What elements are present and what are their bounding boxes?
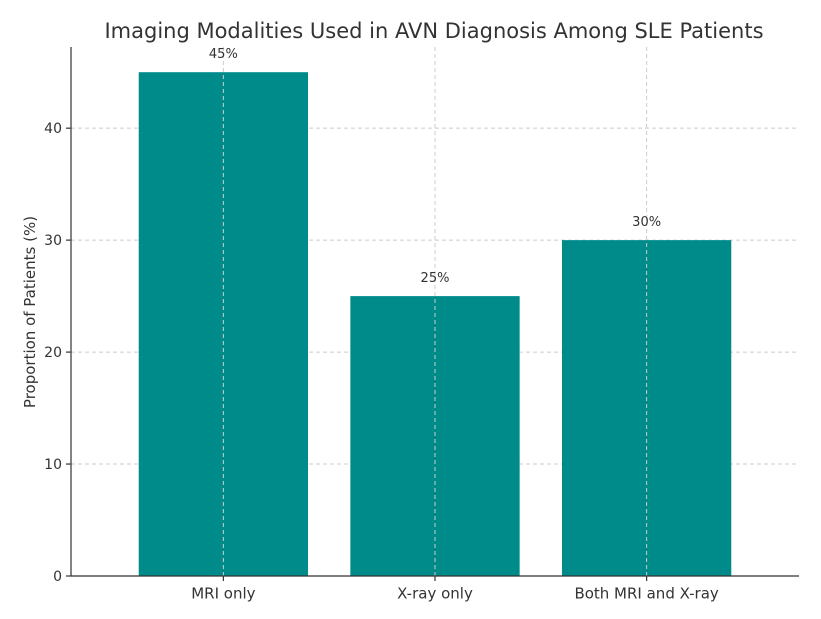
- bars: [138, 72, 732, 576]
- y-tick-label: 40: [44, 121, 62, 137]
- x-tick-label: Both MRI and X-ray: [574, 585, 718, 603]
- y-tick-label: 0: [53, 569, 62, 585]
- bar-x-ray-only: [350, 296, 520, 576]
- x-ticks: MRI only X-ray only Both MRI and X-ray: [191, 576, 719, 603]
- x-tick-label: X-ray only: [397, 585, 473, 603]
- y-ticks: 0 10 20 30 40: [44, 121, 71, 585]
- chart-title: Imaging Modalities Used in AVN Diagnosis…: [104, 19, 763, 43]
- y-tick-label: 10: [44, 457, 62, 473]
- bar-mri-only: [138, 72, 309, 576]
- x-tick-label: MRI only: [191, 585, 255, 603]
- y-tick-label: 30: [44, 233, 62, 249]
- y-axis-label: Proportion of Patients (%): [21, 216, 39, 408]
- bar-both-mri-and-x-ray: [561, 240, 732, 576]
- data-label: 25%: [421, 271, 450, 286]
- data-label: 45%: [209, 47, 238, 62]
- data-label: 30%: [632, 215, 661, 230]
- data-labels: 45% 25% 30%: [209, 47, 661, 286]
- y-tick-label: 20: [44, 345, 62, 361]
